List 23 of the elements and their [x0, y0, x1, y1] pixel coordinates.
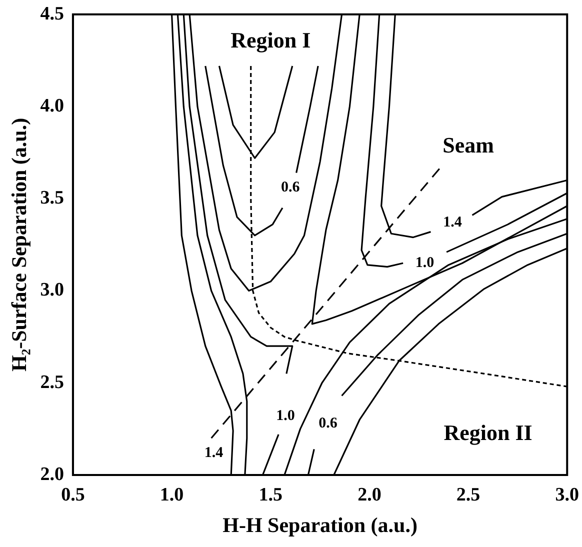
annotation: 1.0	[276, 408, 295, 424]
annotation: 0.6	[281, 179, 300, 196]
y-tick-label: 3.5	[40, 188, 64, 209]
x-tick-label: 0.5	[61, 484, 85, 506]
y-axis-title: H₂-Surface Separation (a.u.)	[7, 118, 32, 372]
y-tick-label: 3.0	[40, 280, 64, 301]
annotation: 1.4	[443, 214, 462, 230]
x-tick-label: 2.0	[358, 484, 382, 506]
annotation: 1.4	[204, 444, 224, 461]
x-tick-label: 3.0	[555, 484, 579, 506]
y-tick-label: 4.5	[40, 3, 64, 24]
y-tick-label: 4.0	[40, 95, 64, 116]
y-tick-label: 2.5	[40, 372, 64, 393]
x-axis-title: H-H Separation (a.u.)	[222, 512, 418, 537]
annotation: 1.0	[415, 255, 434, 271]
annotation: Region I	[230, 28, 311, 53]
annotation: Region II	[444, 420, 532, 446]
y-tick-label: 2.0	[40, 464, 64, 485]
annotation: 0.6	[318, 415, 338, 432]
x-tick-label: 1.0	[160, 484, 184, 506]
x-tick-label: 2.5	[456, 484, 480, 506]
annotation: Seam	[442, 132, 494, 158]
x-tick-label: 1.5	[258, 484, 282, 506]
